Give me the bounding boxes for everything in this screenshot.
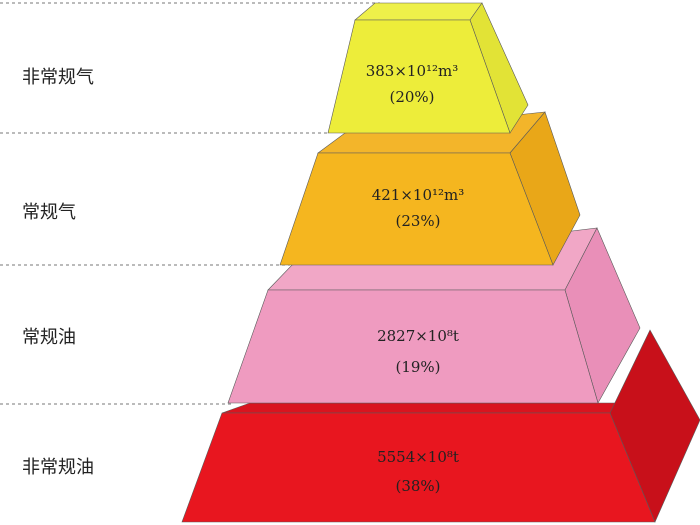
front-face	[327, 19, 511, 134]
top-face	[354, 2, 483, 21]
front-face	[227, 289, 599, 404]
top-face	[221, 402, 651, 414]
front-face	[279, 152, 554, 266]
front-face	[181, 412, 656, 523]
level-value: 5554×10⁸t	[377, 448, 459, 466]
level-red	[181, 329, 700, 523]
level-share: (20%)	[389, 88, 434, 106]
level-share: (38%)	[395, 477, 440, 495]
level-share: (23%)	[395, 212, 440, 230]
level-label: 非常规油	[22, 457, 94, 478]
level-pink	[227, 227, 641, 404]
level-label: 常规气	[22, 202, 76, 223]
level-label: 非常规气	[22, 67, 94, 88]
level-yellow	[327, 2, 529, 134]
level-value: 2827×10⁸t	[377, 327, 459, 345]
level-label: 常规油	[22, 327, 76, 348]
level-value: 383×10¹²m³	[366, 62, 459, 80]
level-share: (19%)	[395, 358, 440, 376]
level-value: 421×10¹²m³	[372, 186, 465, 204]
